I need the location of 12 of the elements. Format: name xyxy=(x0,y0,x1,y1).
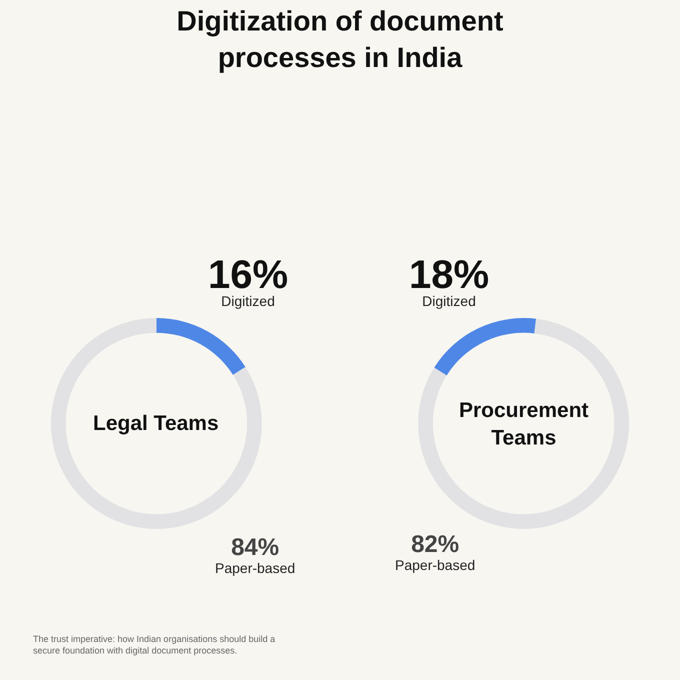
chart-title: Digitization of document processes in India xyxy=(176,6,504,73)
donut-slice xyxy=(156,318,246,375)
text: Legal Teams xyxy=(93,412,219,435)
donut-slice xyxy=(434,318,536,376)
text: The trust imperative: how Indian organisations should build a secure foundation with digital document processes. xyxy=(33,634,276,656)
donut-slice xyxy=(418,318,629,529)
text: Procurement Teams xyxy=(459,399,589,450)
data-label: 84% xyxy=(231,534,280,561)
donut-slice xyxy=(50,318,262,529)
slice-label: Paper-based xyxy=(215,560,296,576)
data-label: 82% xyxy=(411,531,460,558)
slice-label: Paper-based xyxy=(395,557,476,574)
